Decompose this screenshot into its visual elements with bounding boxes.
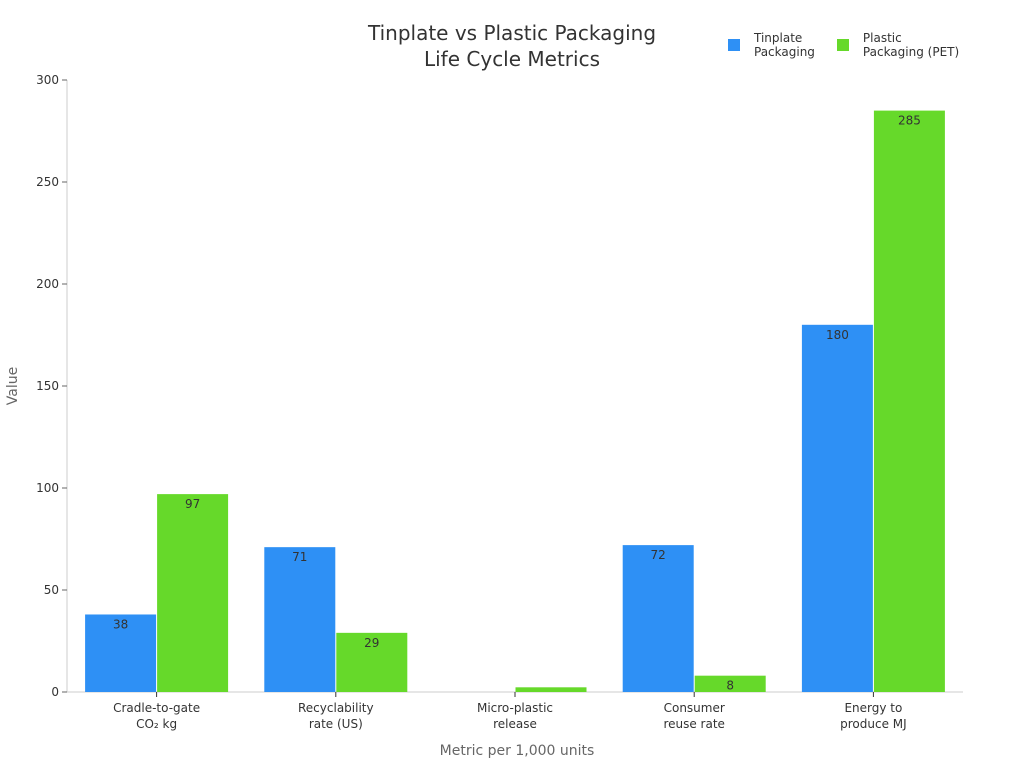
chart-title-line-1: Tinplate vs Plastic Packaging <box>367 21 657 45</box>
bar-tinplate <box>264 547 336 692</box>
y-tick-label: 50 <box>44 583 59 597</box>
bar-value-label: 97 <box>185 497 200 511</box>
legend: Tinplate Packaging Plastic Packaging (PE… <box>728 31 959 59</box>
bar-plastic <box>515 687 587 692</box>
y-tick-label: 250 <box>36 175 59 189</box>
legend-label-plastic: Plastic Packaging (PET) <box>862 31 960 59</box>
x-tick-label: Consumer <box>664 701 725 715</box>
bar-value-label: 71 <box>292 550 307 564</box>
x-tick-label: rate (US) <box>309 717 363 731</box>
y-tick-label: 0 <box>51 685 59 699</box>
x-tick-label: Micro-plastic <box>477 701 553 715</box>
y-tick-label: 200 <box>36 277 59 291</box>
x-tick-label: produce MJ <box>840 717 907 731</box>
x-tick-label: Energy to <box>844 701 902 715</box>
bar-plastic <box>157 494 229 692</box>
legend-label-tinplate: Tinplate Packaging <box>754 31 815 59</box>
y-tick-label: 100 <box>36 481 59 495</box>
x-tick-label: release <box>493 717 537 731</box>
bar-value-label: 29 <box>364 636 379 650</box>
y-axis-title: Value <box>5 367 21 405</box>
legend-swatch-tinplate <box>728 39 740 51</box>
legend-swatch-plastic <box>836 39 849 51</box>
bar-value-label: 72 <box>651 548 666 562</box>
bar-plastic <box>694 675 766 692</box>
bar-tinplate <box>85 614 157 692</box>
x-axis-title: Metric per 1,000 units <box>440 743 595 759</box>
bar-value-label: 38 <box>113 617 128 631</box>
bar-value-label: 8 <box>726 679 734 693</box>
legend-item-tinplate[interactable]: Tinplate Packaging <box>728 31 815 59</box>
x-tick-label: Recyclability <box>298 701 374 715</box>
y-tick-label: 300 <box>36 73 59 87</box>
x-tick-label: Cradle-to-gate <box>113 701 200 715</box>
legend-item-plastic[interactable]: Plastic Packaging (PET) <box>836 31 960 59</box>
bar-plastic <box>873 110 945 693</box>
x-tick-label: reuse rate <box>663 717 724 731</box>
bar-value-label: 285 <box>898 114 921 128</box>
bar-tinplate <box>622 545 694 692</box>
bar-value-label: 180 <box>826 328 849 342</box>
bar-tinplate <box>801 324 873 692</box>
y-tick-label: 150 <box>36 379 59 393</box>
chart-title: Tinplate vs Plastic Packaging Life Cycle… <box>312 20 712 72</box>
chart-title-line-2: Life Cycle Metrics <box>423 47 600 71</box>
bar-plastic <box>336 632 408 692</box>
x-tick-label: CO₂ kg <box>136 717 177 731</box>
